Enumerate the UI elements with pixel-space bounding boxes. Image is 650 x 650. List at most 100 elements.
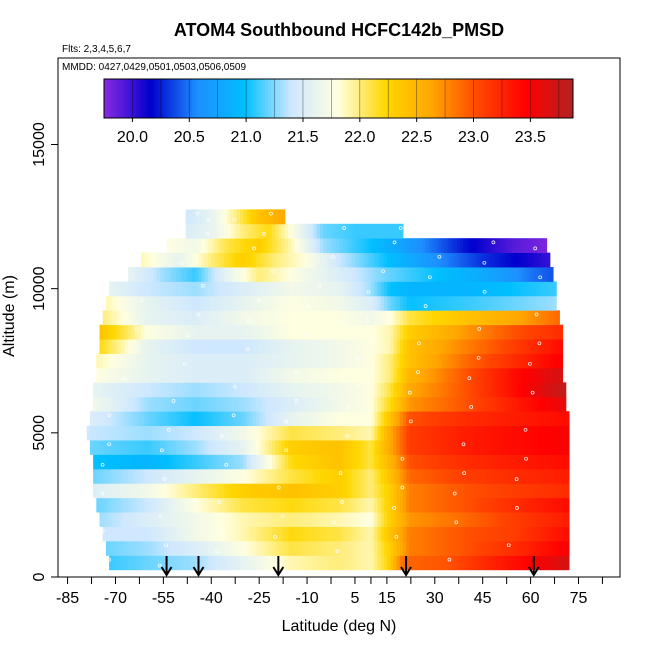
heatmap-cell — [326, 223, 331, 239]
heatmap-cell — [307, 468, 311, 484]
heatmap-cell — [412, 339, 417, 354]
heatmap-cell — [374, 526, 378, 542]
heatmap-cell — [482, 238, 487, 254]
heatmap-cell — [265, 483, 270, 499]
heatmap-cell — [323, 382, 327, 398]
heatmap-cell — [271, 454, 276, 470]
heatmap-cell — [134, 497, 139, 513]
heatmap-cell — [524, 281, 528, 297]
heatmap-cell — [271, 540, 276, 556]
heatmap-cell — [150, 295, 155, 311]
heatmap-cell — [345, 367, 350, 383]
heatmap-cell — [125, 454, 129, 470]
x-axis: -85 -70 -55 -40 -25 -10 5 15 30 45 60 75 — [56, 577, 603, 607]
heatmap-cell — [246, 339, 251, 354]
heatmap-cell — [131, 425, 136, 441]
heatmap-cell — [466, 425, 471, 441]
heatmap-cell — [479, 555, 484, 571]
heatmap-cell — [326, 310, 331, 326]
heatmap-cell — [118, 540, 123, 556]
heatmap-cell — [297, 252, 302, 268]
heatmap-cell — [473, 425, 477, 441]
heatmap-cell — [380, 483, 385, 499]
heatmap-cell — [466, 339, 471, 354]
sample-point — [533, 246, 538, 251]
heatmap-cell — [332, 310, 337, 326]
heatmap-cell — [524, 367, 528, 383]
heatmap-cell — [415, 497, 420, 513]
heatmap-cell — [342, 353, 346, 369]
heatmap-cell — [121, 353, 126, 369]
colorbar-swatch — [130, 79, 134, 118]
heatmap-cell — [540, 526, 544, 542]
heatmap-cell — [406, 367, 410, 383]
heatmap-cell — [457, 324, 461, 340]
heatmap-cell — [195, 440, 200, 455]
heatmap-cell — [339, 281, 343, 297]
heatmap-cell — [313, 367, 318, 383]
heatmap-cell — [227, 281, 232, 297]
heatmap-cell — [390, 238, 394, 254]
sample-point — [366, 289, 371, 294]
x-tick-label: 75 — [570, 590, 588, 607]
heatmap-cell — [208, 468, 212, 484]
heatmap-cell — [275, 512, 279, 527]
heatmap-cell — [390, 382, 394, 398]
heatmap-cell — [214, 454, 219, 470]
heatmap-cell — [287, 396, 292, 412]
heatmap-cell — [287, 252, 292, 268]
heatmap-cell — [342, 324, 346, 340]
heatmap-cell — [182, 555, 187, 571]
heatmap-cell — [498, 267, 503, 282]
heatmap-cell — [409, 512, 414, 527]
sample-point — [162, 477, 167, 481]
heatmap-cell — [536, 367, 541, 383]
heatmap-cell — [524, 425, 528, 441]
heatmap-cell — [326, 339, 331, 354]
heatmap-cell — [495, 512, 500, 527]
heatmap-cell — [383, 339, 388, 354]
heatmap-cell — [319, 267, 324, 282]
heatmap-cell — [230, 382, 235, 398]
heatmap-cell — [370, 512, 375, 527]
heatmap-cell — [437, 454, 442, 470]
heatmap-cell — [192, 353, 196, 369]
heatmap-cell — [380, 526, 385, 542]
heatmap-cell — [121, 540, 126, 556]
heatmap-cell — [393, 512, 398, 527]
colorbar: 20.0 20.5 21.0 21.5 22.0 22.5 23.0 23.5 — [103, 78, 574, 146]
heatmap-cell — [160, 310, 164, 326]
heatmap-cell — [156, 454, 161, 470]
heatmap-cell — [342, 454, 346, 470]
heatmap-cell — [188, 555, 193, 571]
heatmap-cell — [431, 512, 436, 527]
heatmap-cell — [444, 540, 449, 556]
heatmap-cell — [422, 483, 426, 499]
heatmap-cell — [268, 396, 273, 412]
heatmap-cell — [332, 483, 337, 499]
heatmap-cell — [319, 512, 324, 527]
heatmap-cell — [562, 497, 567, 513]
heatmap-cell — [271, 252, 276, 268]
heatmap-cell — [230, 396, 235, 412]
heatmap-cell — [217, 555, 222, 571]
heatmap-cell — [291, 295, 295, 311]
heatmap-cell — [517, 440, 522, 455]
heatmap-cell — [329, 440, 334, 455]
heatmap-cell — [96, 454, 101, 470]
heatmap-cell — [252, 411, 257, 427]
heatmap-cell — [268, 555, 273, 571]
heatmap-cell — [204, 512, 209, 527]
x-axis-label: Latitude (deg N) — [282, 618, 397, 635]
heatmap-cell — [112, 382, 117, 398]
heatmap-cell — [99, 512, 104, 527]
heatmap-cell — [511, 468, 516, 484]
heatmap-cell — [156, 310, 161, 326]
heatmap-cell — [367, 281, 372, 297]
heatmap-cell — [131, 440, 136, 455]
heatmap-cell — [275, 483, 279, 499]
heatmap-cell — [489, 295, 493, 311]
heatmap-cell — [156, 512, 161, 527]
heatmap-cell — [565, 440, 570, 455]
heatmap-cell — [377, 440, 382, 455]
